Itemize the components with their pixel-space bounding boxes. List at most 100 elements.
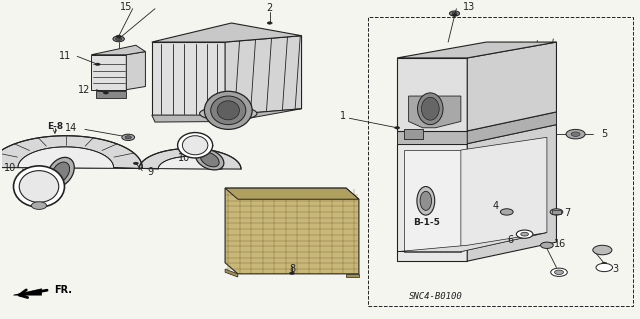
- Polygon shape: [346, 274, 359, 277]
- Polygon shape: [0, 136, 241, 169]
- Text: 12: 12: [77, 85, 90, 95]
- Text: 14: 14: [65, 123, 77, 133]
- Ellipse shape: [204, 91, 252, 130]
- Polygon shape: [467, 112, 556, 144]
- Text: 16: 16: [554, 239, 566, 249]
- Text: 10: 10: [4, 163, 16, 174]
- Circle shape: [602, 262, 607, 265]
- Polygon shape: [225, 269, 238, 277]
- Circle shape: [197, 152, 202, 154]
- Circle shape: [122, 134, 134, 140]
- Circle shape: [103, 92, 108, 94]
- Polygon shape: [92, 45, 145, 55]
- Text: FR.: FR.: [54, 286, 72, 295]
- Text: 13: 13: [463, 2, 476, 12]
- Circle shape: [116, 35, 121, 38]
- Text: 8: 8: [289, 264, 295, 274]
- Circle shape: [551, 268, 567, 276]
- Circle shape: [125, 136, 131, 139]
- Text: B-1-5: B-1-5: [413, 218, 440, 226]
- Text: E-1: E-1: [16, 189, 32, 197]
- Circle shape: [124, 135, 129, 138]
- Circle shape: [33, 171, 38, 174]
- Polygon shape: [397, 144, 467, 261]
- Polygon shape: [397, 233, 547, 252]
- Polygon shape: [225, 188, 359, 199]
- Circle shape: [554, 209, 559, 211]
- Circle shape: [113, 36, 124, 42]
- Circle shape: [505, 209, 510, 211]
- Ellipse shape: [52, 162, 70, 182]
- Text: 1: 1: [340, 111, 346, 121]
- Polygon shape: [467, 42, 556, 131]
- Ellipse shape: [13, 166, 65, 207]
- Ellipse shape: [19, 171, 59, 203]
- Text: E-8: E-8: [47, 122, 63, 131]
- Polygon shape: [552, 210, 561, 214]
- Polygon shape: [408, 96, 461, 128]
- Circle shape: [500, 209, 513, 215]
- Text: 4: 4: [493, 201, 499, 211]
- Circle shape: [449, 11, 460, 16]
- Text: SNC4-B0100: SNC4-B0100: [408, 292, 462, 300]
- Polygon shape: [397, 131, 467, 144]
- Circle shape: [550, 209, 563, 215]
- Polygon shape: [467, 125, 556, 261]
- Circle shape: [133, 162, 138, 165]
- Circle shape: [267, 22, 272, 24]
- Polygon shape: [225, 188, 359, 274]
- Polygon shape: [126, 52, 145, 90]
- Circle shape: [579, 133, 584, 135]
- Text: 9: 9: [147, 167, 154, 177]
- Polygon shape: [397, 42, 556, 58]
- Circle shape: [571, 132, 580, 136]
- Ellipse shape: [211, 96, 246, 125]
- Text: 7: 7: [564, 208, 570, 218]
- Polygon shape: [152, 42, 225, 115]
- Circle shape: [504, 210, 510, 213]
- Ellipse shape: [178, 133, 212, 158]
- Circle shape: [521, 233, 526, 235]
- Circle shape: [31, 202, 47, 209]
- Ellipse shape: [421, 97, 439, 120]
- Circle shape: [596, 263, 612, 272]
- Ellipse shape: [182, 136, 208, 155]
- Circle shape: [115, 37, 122, 41]
- Circle shape: [95, 63, 100, 66]
- Text: 5: 5: [601, 129, 607, 139]
- Polygon shape: [403, 150, 461, 252]
- Circle shape: [516, 230, 533, 238]
- Text: 3: 3: [612, 264, 618, 274]
- Ellipse shape: [417, 187, 435, 215]
- Circle shape: [545, 245, 550, 247]
- Polygon shape: [152, 23, 301, 42]
- Polygon shape: [92, 55, 126, 90]
- Text: 6: 6: [507, 234, 513, 245]
- Polygon shape: [18, 147, 222, 169]
- Polygon shape: [225, 36, 301, 115]
- Ellipse shape: [200, 106, 257, 121]
- Polygon shape: [97, 91, 126, 98]
- Circle shape: [395, 127, 400, 129]
- Circle shape: [554, 270, 563, 274]
- Circle shape: [541, 242, 553, 249]
- Bar: [369, 17, 633, 306]
- Circle shape: [521, 232, 529, 236]
- Circle shape: [452, 12, 457, 15]
- Ellipse shape: [196, 149, 224, 170]
- Circle shape: [600, 266, 608, 270]
- Circle shape: [289, 272, 294, 274]
- Ellipse shape: [420, 191, 431, 210]
- Text: 10: 10: [178, 153, 190, 163]
- Text: 11: 11: [59, 51, 71, 61]
- Polygon shape: [152, 109, 301, 122]
- Text: 15: 15: [120, 2, 132, 12]
- Polygon shape: [461, 137, 547, 252]
- Ellipse shape: [200, 152, 219, 167]
- Circle shape: [593, 245, 612, 255]
- Ellipse shape: [217, 101, 239, 120]
- Polygon shape: [403, 130, 422, 139]
- Circle shape: [566, 130, 585, 139]
- Polygon shape: [13, 289, 42, 295]
- Ellipse shape: [47, 157, 74, 187]
